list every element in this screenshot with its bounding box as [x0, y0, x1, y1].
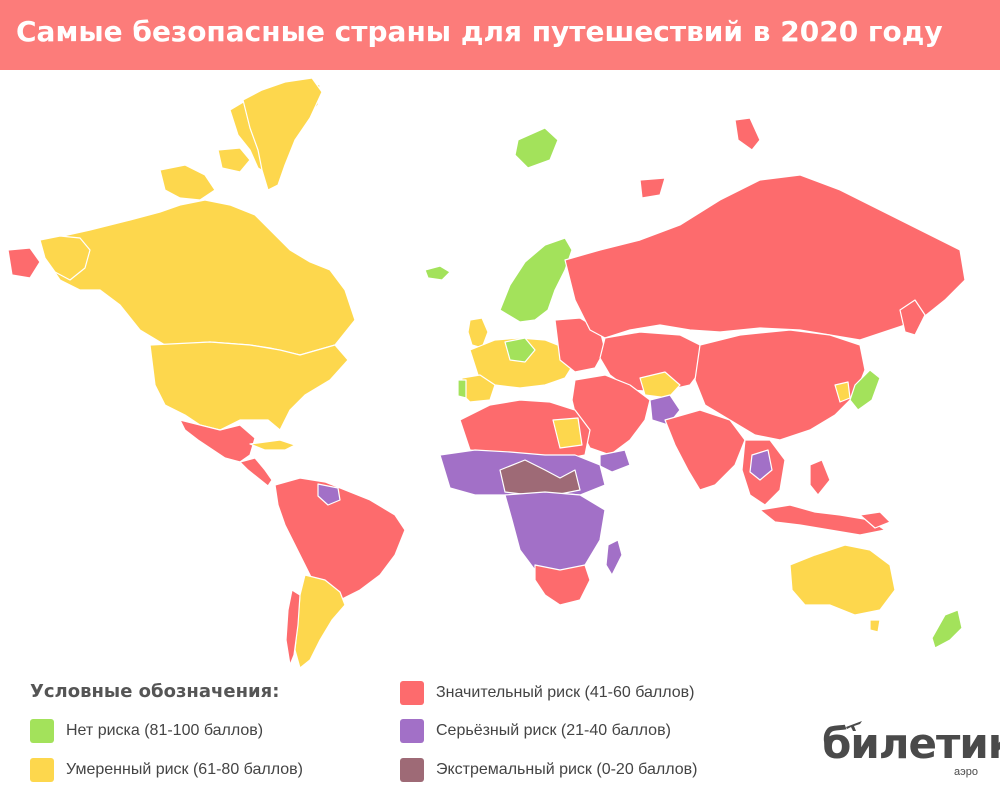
region-china	[694, 329, 866, 441]
legend-item-moderate: Умеренный риск (61-80 баллов)	[30, 758, 303, 782]
region-australia	[789, 544, 896, 616]
legend-swatch	[30, 758, 54, 782]
region-yemen-oman	[599, 449, 631, 473]
legend-swatch	[400, 681, 424, 705]
logo-subtext: аэро	[954, 766, 978, 778]
region-southern-africa	[534, 564, 591, 606]
region-usa	[149, 341, 349, 431]
region-kazakh-mod	[639, 371, 681, 399]
region-central-asia	[599, 331, 706, 393]
region-cuba	[249, 439, 296, 451]
world-risk-map	[7, 77, 966, 669]
map-title: Самые безопасные страны для путешествий …	[16, 15, 943, 48]
region-alaska-west	[7, 247, 41, 279]
region-central-europe-green	[504, 337, 536, 363]
logo-name: билетик	[822, 719, 1000, 768]
region-greenland	[242, 77, 323, 191]
legend-item-significant: Значительный риск (41-60 баллов)	[400, 681, 694, 705]
legend-swatch	[400, 758, 424, 782]
legend-swatch	[400, 719, 424, 743]
legend-label: Серьёзный риск (21-40 баллов)	[436, 722, 671, 739]
region-alaska	[39, 235, 91, 281]
legend-swatch	[30, 719, 54, 743]
legend-label: Экстремальный риск (0-20 баллов)	[436, 761, 698, 778]
legend-item-serious: Серьёзный риск (21-40 баллов)	[400, 719, 671, 743]
region-scandinavia	[499, 237, 573, 323]
legend-label: Значительный риск (41-60 баллов)	[436, 684, 695, 701]
region-philippines	[809, 459, 831, 496]
region-png	[859, 511, 891, 529]
plane-icon	[846, 721, 862, 731]
region-iceland	[424, 265, 451, 281]
region-mexico	[179, 419, 256, 463]
region-portugal	[457, 379, 467, 399]
legend-item-no-risk: Нет риска (81-100 баллов)	[30, 719, 263, 743]
legend-label: Умеренный риск (61-80 баллов)	[66, 761, 303, 778]
region-kamchatka	[899, 299, 926, 336]
legend-item-extreme: Экстремальный риск (0-20 баллов)	[400, 758, 697, 782]
title-banner: Самые безопасные страны для путешествий …	[0, 0, 1000, 70]
region-chile-coast	[285, 589, 301, 666]
legend-label: Нет риска (81-100 баллов)	[66, 722, 264, 739]
region-madagascar	[605, 539, 623, 576]
brand-logo: билетик аэро	[822, 721, 1000, 778]
region-egypt	[552, 417, 583, 449]
region-south-america-north	[274, 477, 406, 601]
region-tasmania	[869, 619, 881, 633]
region-japan	[849, 369, 881, 411]
region-indonesia	[759, 504, 886, 536]
region-south-asia	[664, 409, 746, 491]
region-myanmar-thai	[749, 449, 773, 481]
region-new-zealand	[931, 609, 963, 649]
legend-title: Условные обозначения:	[30, 681, 280, 702]
region-svalbard	[514, 127, 559, 169]
region-central-america	[239, 457, 273, 487]
region-central-africa	[504, 491, 606, 576]
region-russia-north-islands	[639, 117, 761, 199]
region-venezuela	[317, 483, 341, 506]
region-korea	[834, 381, 851, 403]
region-canada	[44, 199, 356, 356]
